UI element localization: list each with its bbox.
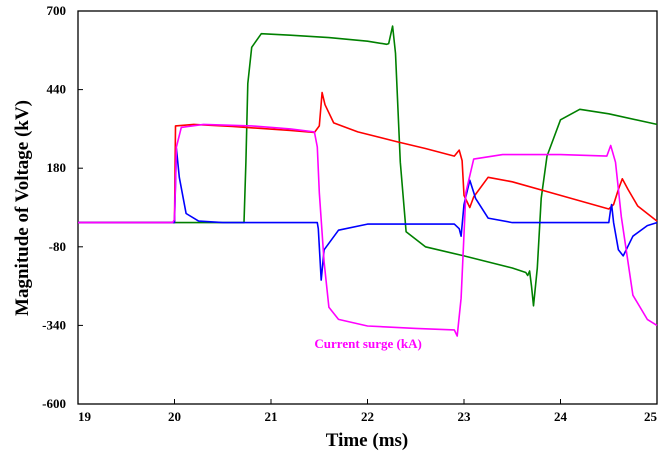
x-tick-label: 24 bbox=[554, 409, 568, 424]
y-tick-label: 180 bbox=[47, 160, 67, 175]
x-tick-label: 19 bbox=[78, 409, 92, 424]
series-line-1 bbox=[78, 25, 658, 307]
x-tick-label: 25 bbox=[644, 409, 658, 424]
y-tick-label: 700 bbox=[47, 3, 67, 18]
y-tick-label: -80 bbox=[49, 239, 66, 254]
y-axis-ticks: 700 440 180 -80 -340 -600 bbox=[42, 3, 83, 411]
x-axis-ticks: 19 20 21 22 23 24 25 bbox=[77, 399, 658, 424]
x-tick-label: 20 bbox=[168, 409, 181, 424]
series-line-2 bbox=[78, 91, 658, 224]
series-line-3 bbox=[78, 147, 658, 281]
series-group bbox=[78, 25, 658, 337]
x-tick-label: 21 bbox=[265, 409, 278, 424]
x-tick-label: 23 bbox=[458, 409, 472, 424]
y-tick-label: -340 bbox=[42, 317, 66, 332]
y-axis-title: Magnitude of Voltage (kV) bbox=[12, 100, 33, 316]
current-surge-annotation: Current surge (kA) bbox=[314, 336, 421, 351]
series-line-4 bbox=[78, 123, 658, 337]
y-tick-label: -600 bbox=[42, 396, 66, 411]
x-tick-label: 22 bbox=[361, 409, 374, 424]
y-tick-label: 440 bbox=[47, 82, 67, 97]
x-axis-title: Time (ms) bbox=[326, 430, 409, 451]
